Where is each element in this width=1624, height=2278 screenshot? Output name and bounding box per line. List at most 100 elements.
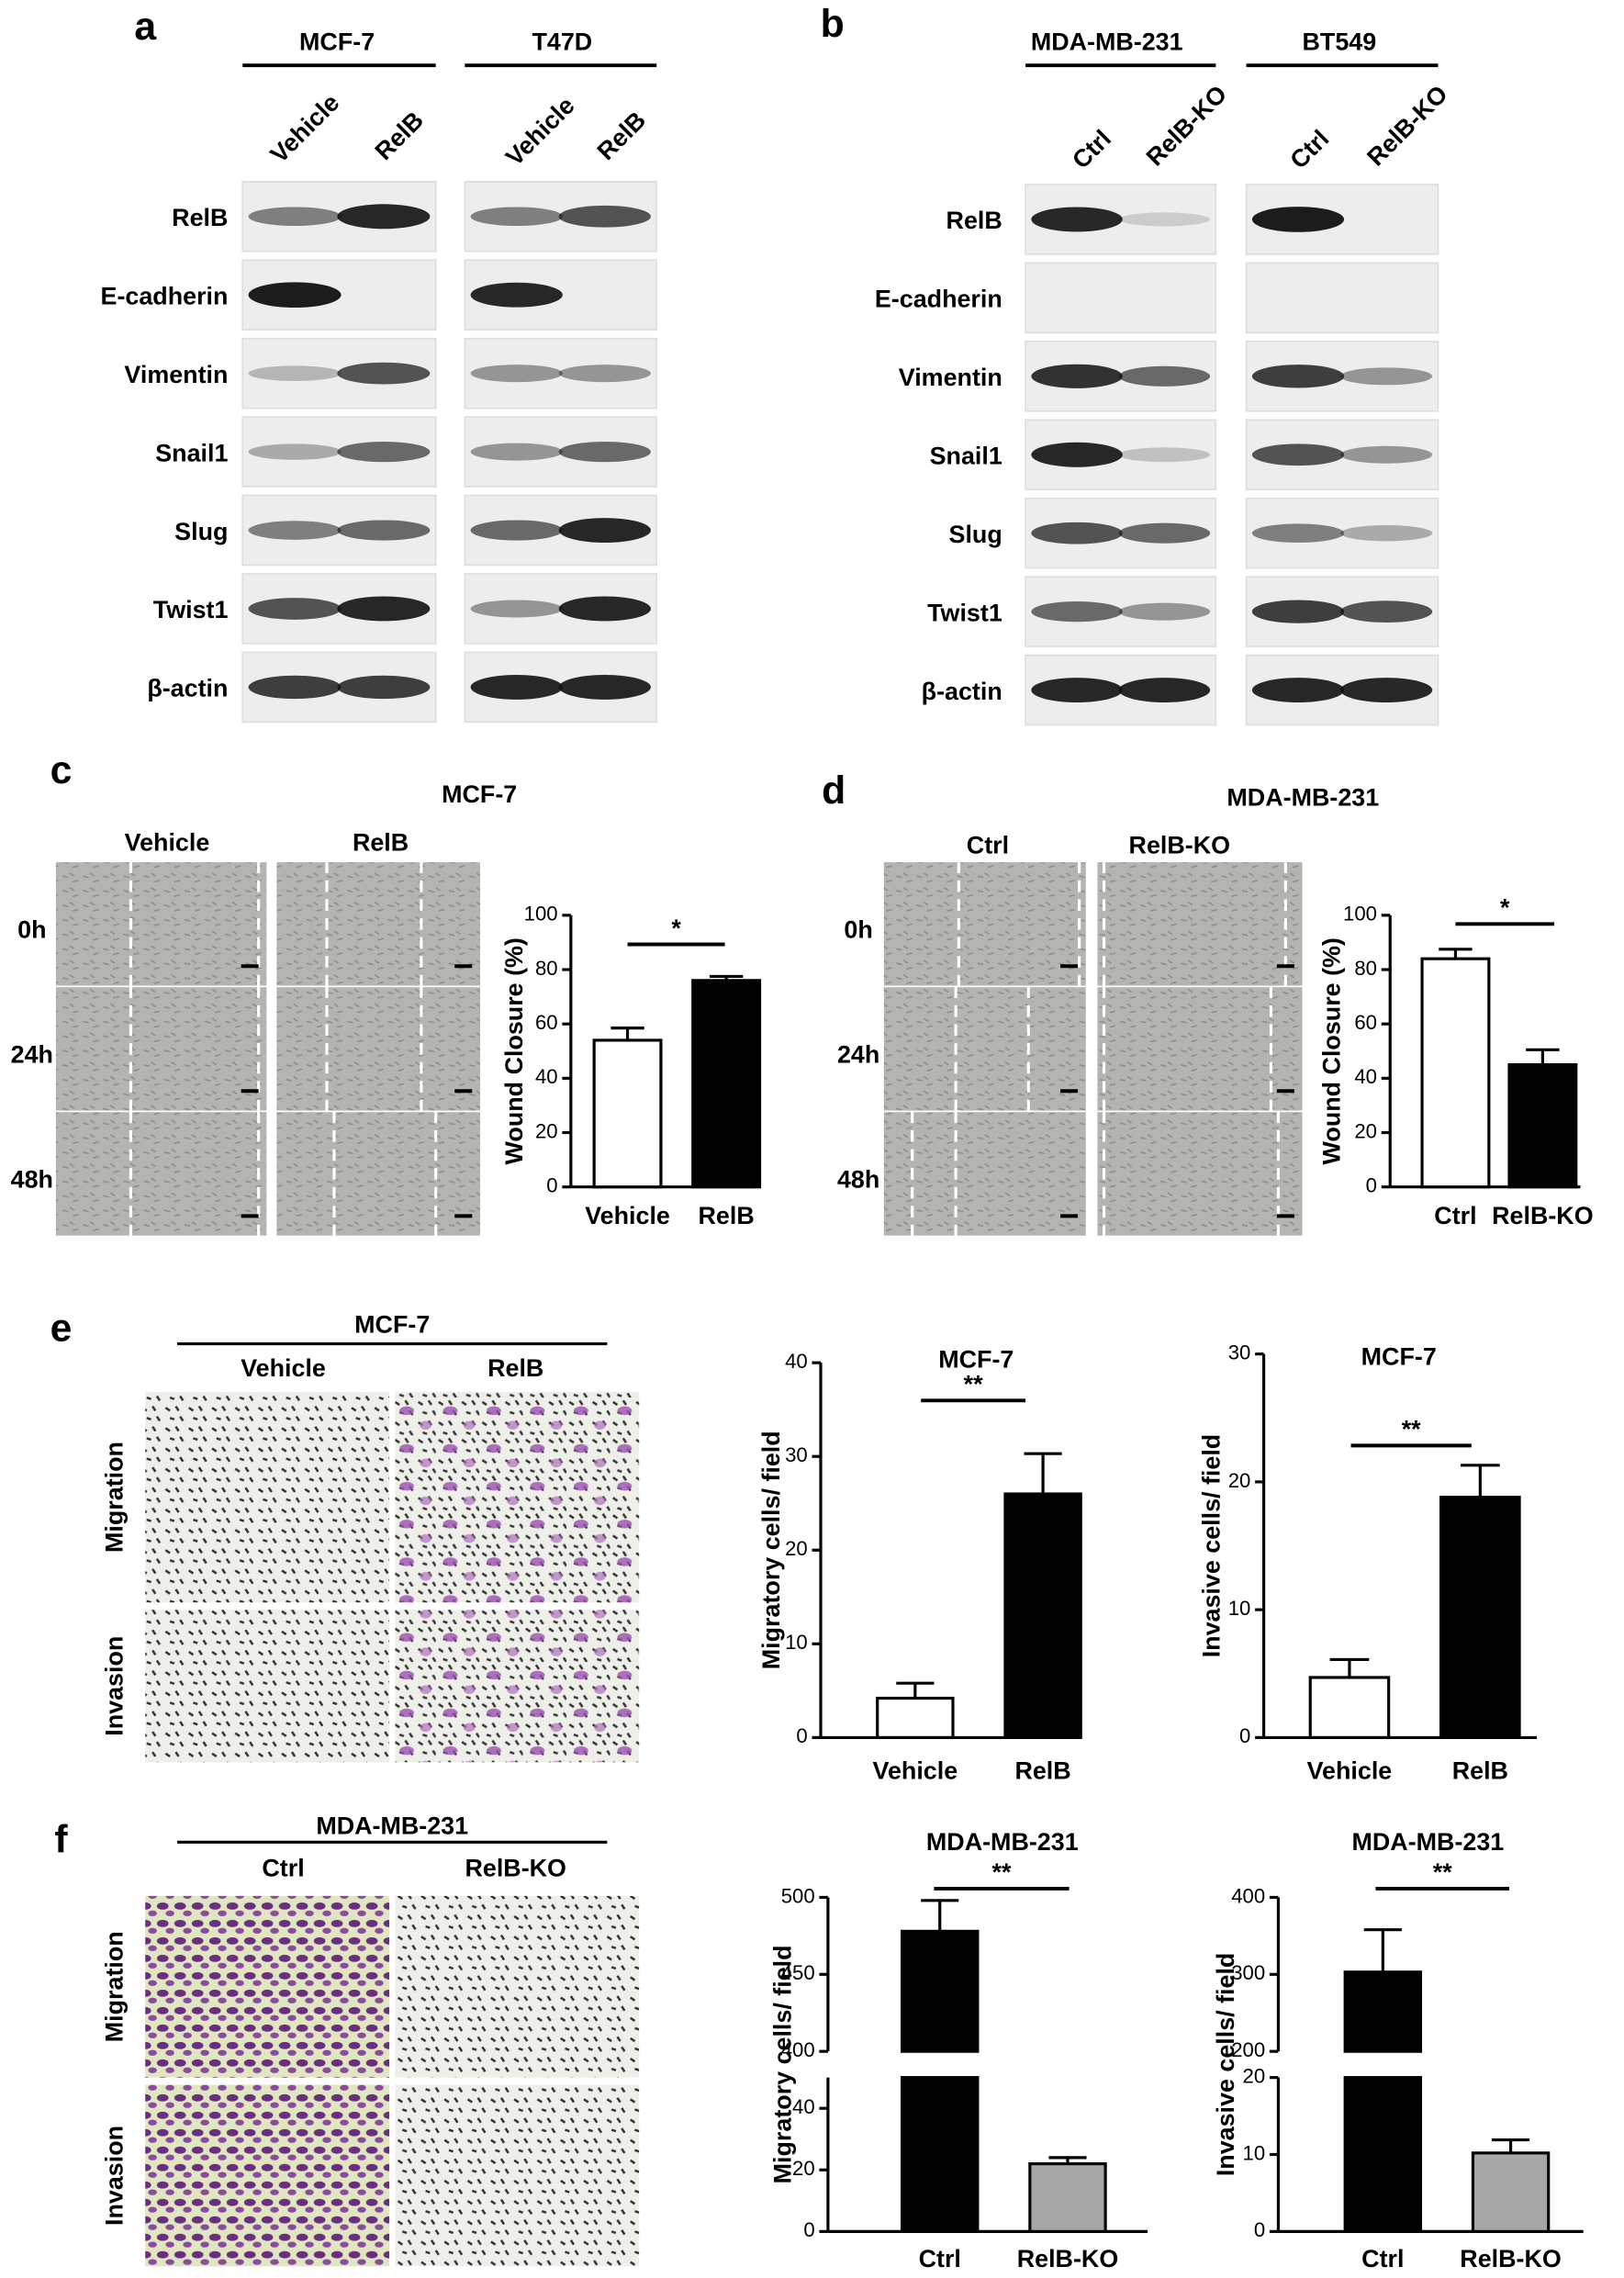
band bbox=[1031, 442, 1123, 467]
y-tick-label: 400 bbox=[781, 2038, 815, 2061]
protein-label: E-cadherin bbox=[875, 286, 1002, 313]
micrograph bbox=[145, 2084, 390, 2267]
protein-label: β-actin bbox=[922, 678, 1002, 705]
protein-label: Twist1 bbox=[153, 596, 229, 623]
timepoint-label: 0h bbox=[17, 915, 46, 943]
assay-label: Migration bbox=[101, 1931, 129, 2042]
y-tick-label: 60 bbox=[1354, 1011, 1377, 1034]
x-tick-label: Vehicle bbox=[873, 1756, 958, 1784]
y-tick-label: 20 bbox=[535, 1119, 558, 1142]
timepoint-label: 0h bbox=[844, 915, 872, 943]
panel-label: d bbox=[822, 769, 846, 813]
significance-label: * bbox=[1500, 894, 1510, 922]
significance-label: * bbox=[671, 915, 681, 942]
y-axis-label: Migratory cells/ field bbox=[769, 1945, 797, 2183]
band bbox=[1031, 522, 1123, 544]
x-tick-label: RelB-KO bbox=[1460, 2245, 1561, 2272]
band bbox=[248, 675, 342, 700]
micrograph bbox=[1095, 985, 1305, 1113]
bar bbox=[1439, 1496, 1521, 1739]
x-tick-label: RelB-KO bbox=[1492, 1202, 1593, 1229]
y-tick-label: 0 bbox=[796, 1724, 807, 1747]
condition-label: Vehicle bbox=[241, 1354, 326, 1382]
band bbox=[1251, 600, 1345, 623]
band bbox=[248, 598, 342, 620]
lane-label: RelB bbox=[592, 107, 652, 166]
micrograph bbox=[145, 1391, 390, 1603]
timepoint-label: 48h bbox=[11, 1165, 53, 1193]
x-tick-label: Ctrl bbox=[919, 2245, 961, 2272]
band bbox=[1251, 365, 1345, 388]
band bbox=[1251, 207, 1345, 232]
protein-label: E-cadherin bbox=[101, 282, 229, 309]
band bbox=[470, 282, 563, 308]
chart-title: MDA-MB-231 bbox=[1352, 1828, 1505, 1856]
band bbox=[1251, 678, 1345, 703]
error-bar bbox=[1329, 1657, 1370, 1678]
assay-label: Invasion bbox=[101, 1636, 129, 1736]
band bbox=[470, 674, 563, 700]
bar bbox=[1343, 1970, 1423, 2053]
y-tick-label: 40 bbox=[1354, 1065, 1377, 1088]
y-tick-label: 20 bbox=[1228, 1469, 1251, 1492]
micrograph bbox=[145, 1610, 390, 1763]
condition-label: RelB-KO bbox=[1129, 832, 1231, 859]
error-bar bbox=[1492, 2138, 1530, 2153]
y-tick-label: 0 bbox=[1366, 1174, 1377, 1197]
band bbox=[558, 205, 651, 228]
condition-label: RelB bbox=[353, 828, 409, 856]
lane-label: Ctrl bbox=[1284, 125, 1334, 174]
assay-label: Invasion bbox=[101, 2126, 129, 2226]
bar bbox=[1003, 1492, 1082, 1739]
y-tick-label: 200 bbox=[1231, 2038, 1265, 2061]
y-tick-label: 30 bbox=[1228, 1341, 1251, 1364]
x-tick-label: RelB-KO bbox=[1017, 2245, 1119, 2272]
micrograph bbox=[395, 1391, 640, 1603]
band bbox=[1118, 365, 1211, 387]
assay-label: Migration bbox=[101, 1442, 129, 1553]
chart-title: MCF-7 bbox=[1361, 1343, 1437, 1371]
y-tick-label: 10 bbox=[1228, 1597, 1251, 1620]
y-tick-label: 20 bbox=[1354, 1119, 1377, 1142]
micrograph bbox=[274, 985, 482, 1113]
protein-label: Vimentin bbox=[899, 364, 1002, 391]
bar bbox=[1028, 2161, 1107, 2233]
y-tick-label: 30 bbox=[785, 1443, 808, 1466]
band bbox=[1031, 601, 1123, 623]
micrograph bbox=[54, 1110, 268, 1238]
error-bar bbox=[896, 1681, 935, 1699]
band bbox=[248, 207, 342, 227]
micrograph bbox=[395, 2084, 640, 2267]
error-bar bbox=[1460, 1464, 1500, 1498]
protein-label: Slug bbox=[949, 521, 1002, 548]
y-tick-label: 300 bbox=[1231, 1961, 1265, 1984]
panel-label: e bbox=[50, 1307, 73, 1351]
band bbox=[248, 282, 342, 309]
band bbox=[1251, 443, 1345, 466]
protein-label: Slug bbox=[174, 518, 228, 545]
band bbox=[337, 596, 431, 622]
band bbox=[470, 207, 563, 227]
y-tick-label: 20 bbox=[785, 1537, 808, 1560]
lane-label: Vehicle bbox=[500, 92, 580, 172]
band bbox=[248, 365, 342, 381]
band bbox=[248, 443, 342, 460]
x-tick-label: Ctrl bbox=[1434, 1202, 1476, 1229]
band bbox=[248, 521, 342, 540]
error-bar bbox=[1526, 1048, 1560, 1065]
y-tick-label: 80 bbox=[1354, 957, 1377, 980]
error-bar bbox=[1024, 1452, 1062, 1495]
lane-label: Ctrl bbox=[1067, 125, 1116, 174]
y-tick-label: 10 bbox=[785, 1631, 808, 1654]
micrograph bbox=[1095, 1110, 1305, 1238]
band bbox=[470, 600, 563, 618]
wound-title: MCF-7 bbox=[442, 780, 517, 808]
x-tick-label: Vehicle bbox=[1307, 1756, 1393, 1784]
band bbox=[337, 675, 431, 700]
lane-label: RelB-KO bbox=[1361, 80, 1452, 171]
micrograph bbox=[882, 860, 1088, 988]
x-tick-label: RelB bbox=[699, 1202, 755, 1229]
band bbox=[1118, 212, 1211, 227]
group-label: MCF-7 bbox=[299, 28, 375, 56]
band bbox=[558, 518, 651, 543]
